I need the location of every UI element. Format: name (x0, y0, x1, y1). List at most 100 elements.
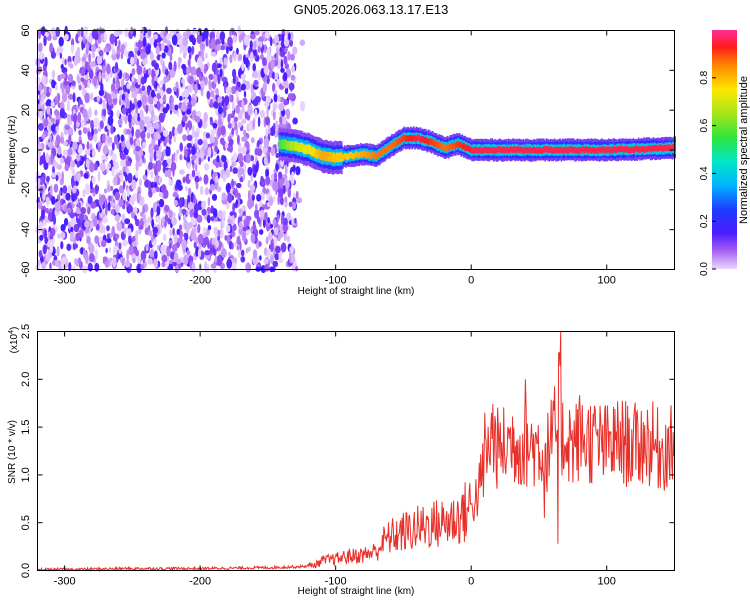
noise-speckle (245, 247, 249, 254)
noise-speckle (108, 257, 113, 263)
ridge-cell (316, 149, 319, 160)
noise-speckle (60, 224, 66, 232)
ridge-cell (560, 146, 563, 154)
ridge-cell (387, 145, 389, 152)
noise-speckle (218, 106, 223, 115)
noise-speckle (241, 136, 247, 142)
noise-speckle (84, 184, 91, 196)
noise-speckle (173, 199, 178, 207)
noise-speckle (145, 45, 151, 55)
noise-speckle (98, 223, 104, 234)
ridge-cell (442, 144, 445, 151)
noise-speckle (283, 55, 287, 65)
noise-speckle (153, 258, 158, 268)
noise-speckle (101, 154, 106, 161)
noise-speckle (210, 90, 215, 98)
ridge-cell (643, 146, 645, 153)
ridge-cell (308, 144, 311, 155)
ridge-cell (473, 147, 476, 154)
noise-speckle (259, 229, 264, 235)
noise-speckle (39, 50, 43, 59)
noise-speckle (242, 172, 246, 181)
ridge-cell (392, 141, 395, 148)
noise-speckle (169, 243, 172, 249)
noise-speckle (55, 174, 59, 182)
noise-speckle (114, 61, 119, 73)
noise-speckle (204, 147, 208, 157)
noise-speckle (258, 241, 262, 247)
noise-speckle (199, 186, 204, 195)
noise-speckle (217, 116, 222, 127)
noise-speckle (162, 233, 167, 241)
noise-speckle (295, 190, 299, 200)
ridge-cell (395, 140, 397, 147)
noise-speckle (59, 52, 63, 59)
noise-speckle (221, 137, 225, 146)
noise-speckle (136, 255, 141, 263)
ridge-cell (464, 144, 466, 151)
noise-speckle (80, 66, 86, 77)
ridge-cell (389, 143, 392, 150)
noise-speckle (210, 205, 214, 214)
noise-speckle (232, 35, 238, 43)
noise-speckle (88, 53, 91, 64)
noise-speckle (78, 84, 82, 91)
ridge-cell (647, 145, 649, 152)
noise-speckle (54, 225, 58, 233)
noise-speckle (46, 241, 52, 248)
noise-speckle (88, 69, 94, 80)
noise-speckle (87, 262, 93, 272)
noise-speckle (292, 117, 298, 125)
noise-speckle (141, 85, 146, 92)
ridge-cell (425, 136, 427, 144)
noise-speckle (104, 72, 110, 83)
noise-speckle (247, 190, 251, 201)
noise-speckle (215, 88, 219, 96)
ridge-cell (559, 146, 561, 153)
noise-speckle (162, 83, 166, 92)
ridge-cell (312, 146, 315, 157)
noise-speckle (189, 207, 194, 218)
ridge-cell (631, 146, 633, 153)
noise-speckle (68, 134, 72, 145)
y-tick-label: -40 (20, 222, 32, 238)
noise-speckle (105, 207, 108, 216)
noise-speckle (265, 236, 269, 245)
ridge-cell (454, 142, 457, 149)
noise-speckle (193, 241, 197, 249)
noise-speckle (81, 156, 85, 162)
noise-speckle (258, 36, 264, 43)
noise-speckle (90, 44, 97, 53)
noise-speckle (138, 224, 144, 230)
noise-speckle (239, 176, 244, 183)
noise-speckle (114, 214, 121, 222)
noise-speckle (72, 265, 76, 272)
noise-speckle (69, 63, 74, 69)
noise-speckle (291, 216, 294, 226)
noise-speckle (101, 133, 106, 144)
ridge-cell (532, 147, 534, 154)
noise-speckle (254, 209, 260, 219)
noise-speckle (196, 83, 202, 90)
noise-speckle (112, 48, 116, 56)
noise-speckle (236, 47, 239, 55)
noise-speckle (50, 228, 53, 238)
noise-speckle (176, 87, 179, 99)
ridge-cell (419, 136, 422, 143)
noise-speckle (49, 133, 52, 142)
ridge-cell (502, 146, 504, 153)
noise-speckle (194, 137, 198, 145)
noise-speckle (247, 166, 253, 176)
noise-speckle (264, 43, 267, 54)
ridge-cell (357, 152, 359, 159)
noise-speckle (279, 122, 285, 129)
noise-speckle (190, 97, 196, 107)
noise-speckle (237, 192, 241, 201)
noise-speckle (299, 39, 306, 46)
noise-speckle (107, 201, 111, 212)
y-tick-label: 0.0 (20, 563, 32, 578)
noise-speckle (193, 28, 198, 35)
noise-speckle (168, 130, 173, 141)
ridge-cell (636, 145, 639, 152)
noise-speckle (162, 159, 168, 168)
